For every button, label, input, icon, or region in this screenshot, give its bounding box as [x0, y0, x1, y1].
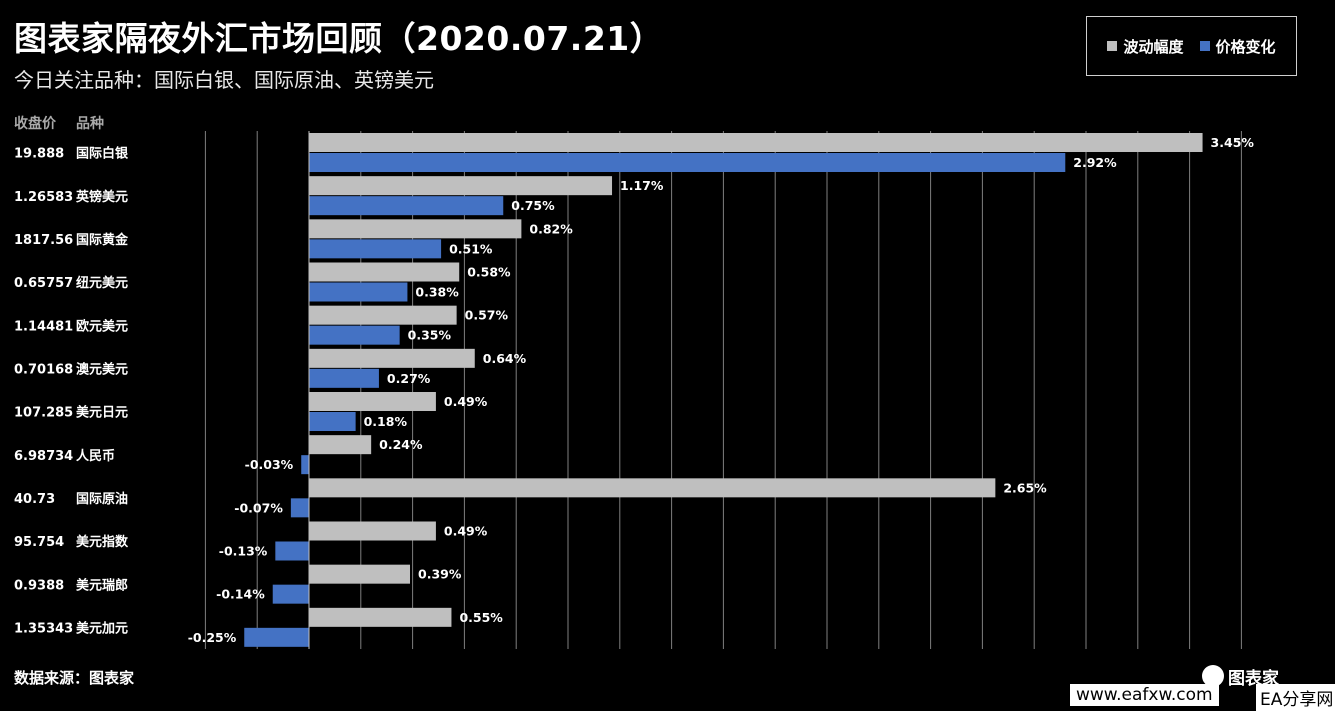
watermark-logo: 图表家 — [1202, 664, 1300, 689]
data-source: 数据来源：图表家 — [14, 669, 135, 687]
data-label: 0.75% — [511, 198, 555, 213]
data-label: 0.38% — [415, 285, 459, 300]
legend: 波动幅度 价格变化 — [1086, 16, 1297, 76]
bar-volatility — [309, 176, 613, 196]
category-name-label: 国际黄金 — [76, 232, 129, 248]
legend-label-volatility: 波动幅度 — [1123, 37, 1184, 56]
category-name-label: 美元瑞郎 — [76, 577, 128, 593]
category-name-label: 英镑美元 — [75, 189, 128, 205]
legend-item-change: 价格变化 — [1199, 36, 1276, 57]
category-close-label: 0.70168 — [14, 362, 73, 377]
column-header-name: 品种 — [76, 116, 104, 132]
bar-change — [309, 153, 1066, 172]
bar-volatility — [309, 392, 436, 411]
data-label: 0.64% — [483, 351, 527, 366]
bar-change — [301, 455, 309, 475]
bar-volatility — [309, 478, 996, 498]
category-name-label: 欧元美元 — [76, 318, 128, 334]
category-close-label: 1.26583 — [14, 190, 73, 205]
data-label: 0.82% — [529, 221, 573, 236]
bar-volatility — [309, 607, 452, 627]
category-close-label: 0.9388 — [14, 578, 64, 593]
category-name-label: 美元加元 — [76, 620, 128, 636]
bar-volatility — [309, 348, 475, 368]
category-name-label: 国际白银 — [76, 146, 129, 162]
bar-change — [309, 412, 356, 431]
bar-volatility — [309, 262, 460, 282]
data-label: 0.35% — [408, 328, 452, 343]
legend-swatch-change — [1199, 41, 1210, 51]
data-label: 2.65% — [1003, 480, 1047, 495]
category-name-label: 美元日元 — [76, 405, 128, 421]
category-name-label: 人民币 — [76, 448, 115, 464]
data-label: 0.51% — [449, 241, 493, 256]
bar-volatility — [309, 564, 411, 584]
watermark-ea: EA分享网 — [1256, 684, 1335, 711]
data-label: 0.55% — [459, 610, 503, 625]
bar-change — [309, 239, 442, 259]
data-label: 0.49% — [444, 394, 488, 409]
chart-title: 图表家隔夜外汇市场回顾（2020.07.21） — [14, 19, 664, 58]
data-label: 0.18% — [364, 414, 408, 429]
category-close-label: 6.98734 — [14, 449, 73, 464]
data-label: 0.27% — [387, 371, 431, 386]
legend-label-change: 价格变化 — [1215, 37, 1276, 56]
data-label: 3.45% — [1211, 135, 1255, 150]
data-label: 0.49% — [444, 524, 488, 539]
bar-change — [272, 584, 309, 604]
category-close-label: 1.35343 — [14, 621, 73, 636]
bar-change — [290, 498, 309, 518]
data-label: -0.03% — [245, 457, 294, 472]
bar-change — [244, 627, 309, 647]
bar-change — [275, 541, 309, 561]
data-label: 2.92% — [1073, 155, 1117, 170]
bar-volatility — [309, 133, 1203, 152]
category-close-label: 1817.56 — [14, 233, 73, 248]
category-name-label: 澳元美元 — [76, 361, 128, 377]
column-header-close: 收盘价 — [14, 116, 56, 132]
bar-change — [309, 196, 504, 216]
bar-volatility — [309, 521, 436, 541]
category-name-label: 美元指数 — [76, 534, 129, 550]
legend-item-volatility: 波动幅度 — [1107, 36, 1184, 57]
bar-volatility — [309, 435, 372, 455]
data-label: 0.58% — [467, 265, 511, 280]
watermark-logo-icon — [1202, 665, 1224, 687]
bar-volatility — [309, 219, 522, 239]
data-label: 1.17% — [620, 178, 664, 193]
bar-change — [309, 282, 408, 302]
category-close-label: 0.65757 — [14, 276, 73, 291]
watermark-logo-text: 图表家 — [1228, 668, 1279, 689]
data-label: -0.07% — [234, 500, 283, 515]
legend-swatch-volatility — [1107, 41, 1118, 51]
chart-subtitle: 今日关注品种：国际白银、国际原油、英镑美元 — [14, 68, 434, 92]
category-close-label: 107.285 — [14, 406, 73, 421]
data-label: -0.25% — [188, 630, 237, 645]
data-label: -0.13% — [219, 544, 268, 559]
bar-volatility — [309, 305, 457, 325]
category-close-label: 1.14481 — [14, 319, 73, 334]
data-label: -0.14% — [216, 587, 265, 602]
category-close-label: 95.754 — [14, 535, 64, 550]
data-label: 0.24% — [379, 437, 423, 452]
data-label: 0.39% — [418, 567, 462, 582]
category-close-label: 40.73 — [14, 492, 55, 507]
category-name-label: 国际原油 — [76, 491, 128, 507]
watermark-site: www.eafxw.com — [1070, 684, 1219, 706]
bar-change — [309, 368, 379, 388]
data-label: 0.57% — [465, 308, 509, 323]
category-close-label: 19.888 — [14, 147, 64, 162]
category-name-label: 纽元美元 — [76, 275, 128, 291]
bar-change — [309, 325, 400, 345]
